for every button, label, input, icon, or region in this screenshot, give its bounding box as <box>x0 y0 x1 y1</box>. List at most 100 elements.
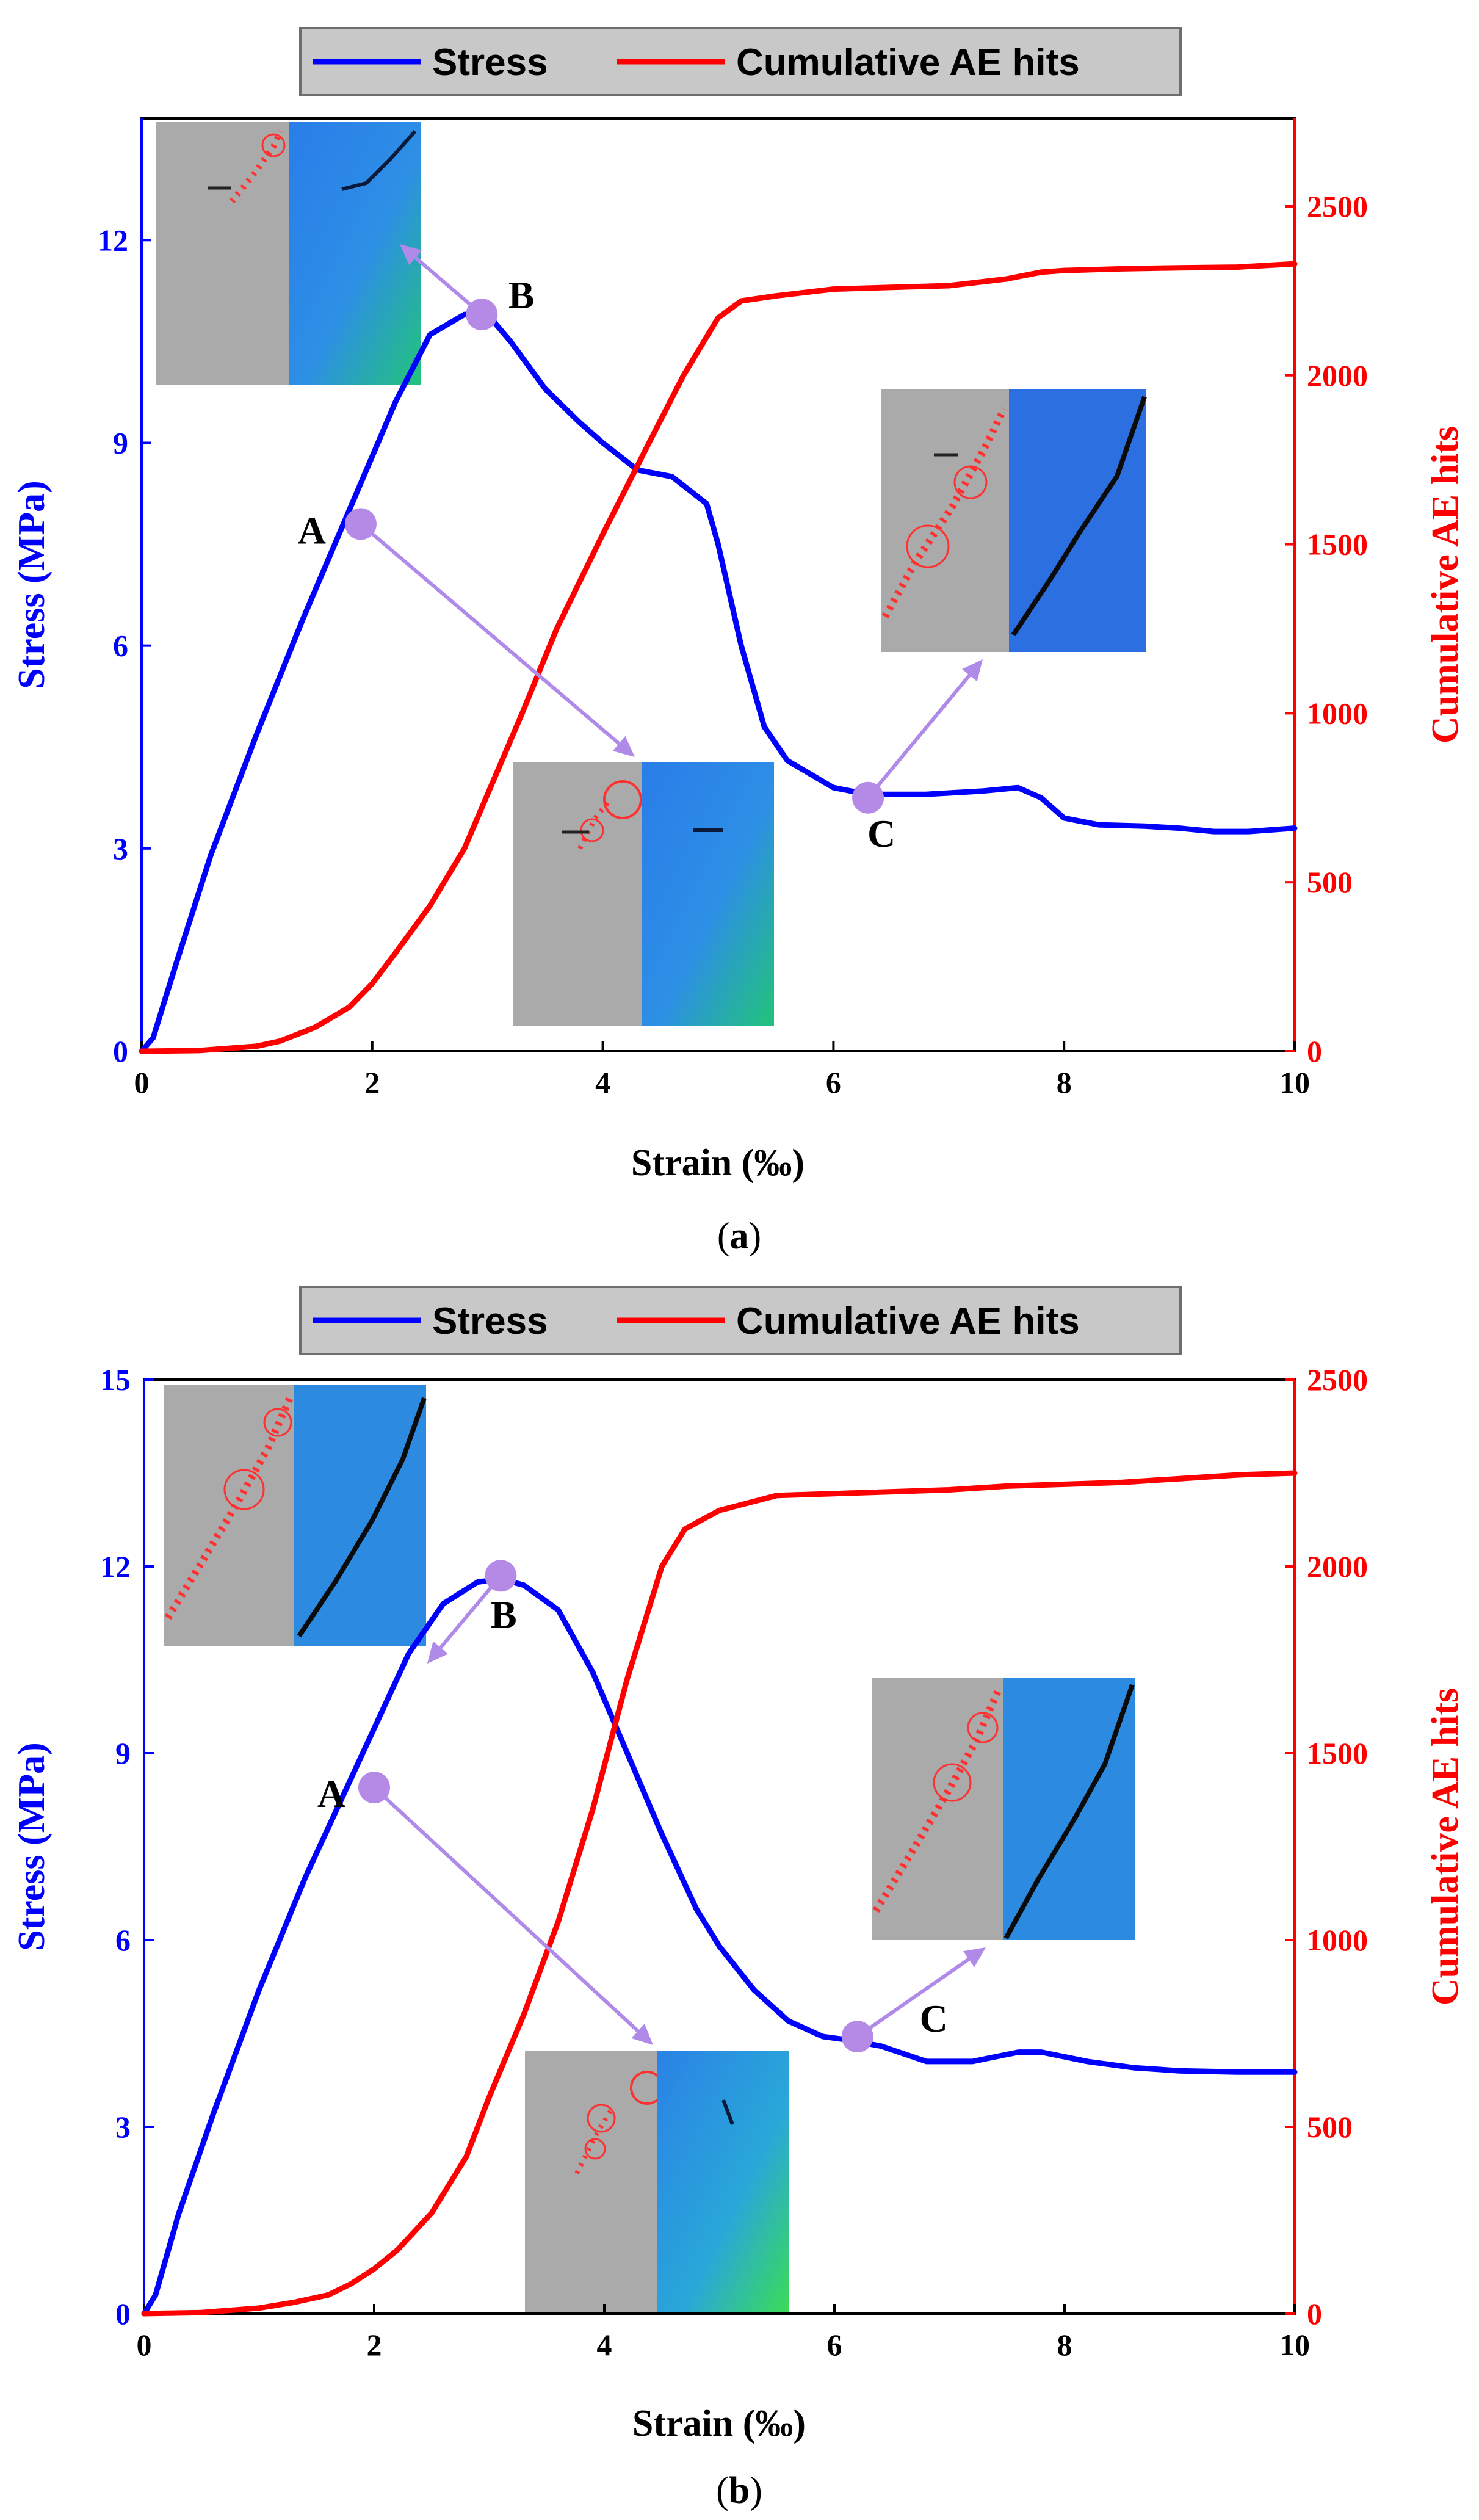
annotation-layer: A B C <box>298 244 983 855</box>
caption-letter: a <box>730 1215 749 1257</box>
stress-series-line <box>141 1576 1298 2317</box>
inset-B-dic-crack <box>341 130 417 191</box>
legend-ae-label: Cumulative AE hits <box>736 1300 1080 1342</box>
chart-panel-b: Stress Cumulative AE hits <box>11 1286 1466 2511</box>
x-tick-label: 2 <box>367 2328 382 2362</box>
annotation-arrowhead-A <box>612 736 635 757</box>
y-left-tick-label: 12 <box>98 223 128 257</box>
chart-panel-a: Stress Cumulative AE hits <box>11 27 1466 1257</box>
y-right-tick-label: 0 <box>1307 1034 1322 1068</box>
annotation-arrowhead-C <box>961 659 983 682</box>
annotation-arrow-C <box>866 674 971 799</box>
inset-B-images <box>164 1385 427 1646</box>
y-right-axis-title: Cumulative AE hits <box>1425 1688 1466 2005</box>
x-tick-label: 0 <box>137 2328 152 2362</box>
y-left-tick-label: 6 <box>115 1923 131 1957</box>
y-left-tick-label: 12 <box>100 1549 131 1584</box>
panel-caption-a: (a) <box>717 1215 761 1257</box>
annotation-label-C: C <box>867 812 895 855</box>
inset-B-ae-events <box>164 1396 294 1620</box>
annotation-marker-C <box>852 781 884 814</box>
x-tick-label: 6 <box>826 1065 841 1099</box>
y-left-tick-label: 9 <box>113 425 128 460</box>
x-tick-label: 6 <box>827 2328 842 2362</box>
legend-stress-label: Stress <box>432 42 548 84</box>
inset-A-ae-map <box>525 2051 657 2315</box>
inset-B-ae-circle <box>263 1408 292 1437</box>
annotation-label-A: A <box>317 1772 345 1816</box>
inset-B-ae-circle <box>223 1469 265 1510</box>
y-left-tick-label: 6 <box>113 629 128 663</box>
x-tick-label: 4 <box>595 1065 610 1099</box>
inset-C-ae-circle <box>906 524 950 568</box>
ae-hits-series-line <box>139 261 1298 1054</box>
legend: Stress Cumulative AE hits <box>299 1286 1182 1355</box>
inset-A-ae-circle <box>584 2138 606 2160</box>
annotation-marker-B <box>485 1560 517 1592</box>
annotation-marker-A <box>358 1772 390 1804</box>
x-tick-label: 8 <box>1057 2328 1072 2362</box>
inset-A-ae-circle <box>580 818 604 842</box>
y-right-tick-label: 2000 <box>1307 1549 1368 1584</box>
inset-C-ae-circle <box>953 465 988 499</box>
inset-B-ae-map <box>156 122 289 385</box>
y-left-tick-label: 0 <box>113 1034 128 1068</box>
series-layer <box>139 261 1298 1054</box>
y-right-tick-label: 1500 <box>1307 527 1368 562</box>
x-axis-title: Strain (‰) <box>632 2403 806 2444</box>
y-right-tick-label: 2500 <box>1307 1363 1368 1397</box>
inset-C-dic-map <box>1003 1678 1135 1940</box>
x-tick-label: 2 <box>364 1065 380 1099</box>
inset-A-ae-map <box>513 762 642 1026</box>
annotation-marker-A <box>344 508 377 540</box>
y-left-tick-label: 15 <box>100 1363 131 1397</box>
annotation-label-A: A <box>298 509 326 552</box>
inset-B-images <box>156 122 421 385</box>
x-tick-label: 10 <box>1279 2328 1310 2362</box>
legend-ae-label: Cumulative AE hits <box>736 42 1080 84</box>
inset-C-dic-crack <box>1003 1684 1135 1939</box>
legend-box <box>299 27 1182 96</box>
inset-C-ae-events <box>881 407 1008 618</box>
y-right-tick-label: 1000 <box>1307 696 1368 730</box>
inset-C-images <box>872 1678 1135 1940</box>
y-left-tick-label: 3 <box>115 2110 131 2144</box>
inset-B-dic-crack <box>297 1397 427 1638</box>
inset-A-ae-circle <box>587 2104 616 2133</box>
annotation-arrow-A <box>359 523 621 745</box>
y-right-tick-label: 2500 <box>1307 189 1368 223</box>
legend: Stress Cumulative AE hits <box>299 27 1182 96</box>
inset-B-ae-map <box>164 1385 294 1646</box>
series-layer <box>141 1470 1298 2317</box>
y-left-axis-title: Stress (MPa) <box>11 480 52 689</box>
inset-A-dic-map <box>657 2051 789 2315</box>
x-tick-label: 8 <box>1057 1065 1072 1099</box>
y-left-tick-label: 9 <box>115 1736 131 1770</box>
x-tick-label: 0 <box>134 1065 150 1099</box>
annotation-layer: A B C <box>317 1560 986 2053</box>
inset-A-ae-circle <box>603 780 642 819</box>
annotation-arrow-C <box>856 1957 970 2038</box>
inset-A-images <box>525 2051 789 2315</box>
inset-A-dic-crack <box>721 2099 734 2126</box>
inset-B-dic-map <box>289 122 421 385</box>
caption-letter: b <box>729 2470 750 2511</box>
annotation-arrowhead-B <box>427 1641 449 1664</box>
y-right-axis-title: Cumulative AE hits <box>1425 426 1466 744</box>
inset-C-ae-circle <box>967 1712 999 1743</box>
inset-C-dic-crack <box>1011 396 1147 637</box>
y-left-tick-label: 3 <box>113 831 128 866</box>
inset-B-dic-map <box>294 1385 426 1646</box>
annotation-arrow-A <box>372 1786 640 2033</box>
annotation-label-B: B <box>491 1593 517 1636</box>
annotation-arrowhead-A <box>631 2024 653 2045</box>
annotation-marker-C <box>841 2021 873 2053</box>
x-tick-label: 10 <box>1279 1065 1310 1099</box>
inset-B-ae-events <box>230 129 284 204</box>
annotation-label-C: C <box>920 1997 948 2040</box>
x-axis-title: Strain (‰) <box>631 1142 805 1184</box>
ae-hits-series-line <box>141 1470 1298 2317</box>
inset-A-dic-map <box>642 762 774 1026</box>
